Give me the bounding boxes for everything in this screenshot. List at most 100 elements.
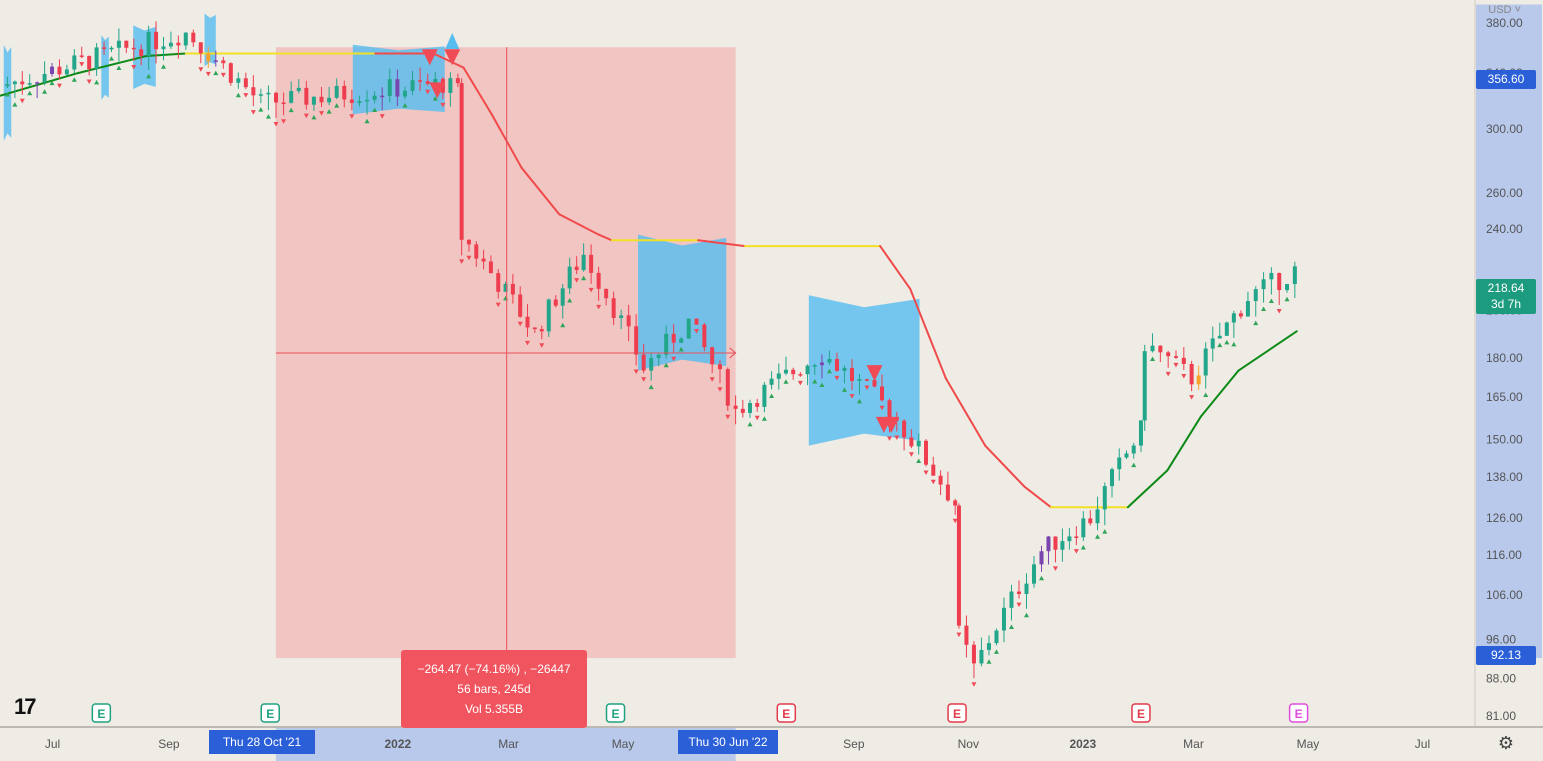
trend-down-triangle: [379, 114, 385, 119]
trend-up-triangle: [432, 96, 438, 101]
candle-body: [1067, 536, 1072, 542]
candle-body: [236, 78, 241, 83]
candle-body: [755, 403, 760, 407]
measure-volume: Vol 5.355B: [464, 702, 524, 716]
candle-body: [342, 85, 347, 100]
candle-body: [611, 298, 616, 319]
earnings-letter: E: [1295, 707, 1303, 721]
earnings-badge[interactable]: [91, 703, 112, 723]
candle-body: [79, 55, 84, 57]
candle-body: [762, 384, 767, 407]
earnings-badge[interactable]: [1288, 703, 1309, 723]
candle-body: [466, 239, 471, 245]
currency-label: USD: [1488, 4, 1512, 16]
trend-down-triangle: [694, 328, 700, 334]
trend-up-triangle: [265, 114, 271, 119]
candle-body: [72, 55, 77, 70]
trend-down-triangle: [198, 67, 204, 72]
measure-change: −264.47 (−74.16%) , −26447: [417, 662, 571, 676]
candle-body: [956, 505, 961, 626]
candle-body: [12, 81, 17, 85]
earnings-badge[interactable]: [776, 703, 797, 723]
trend-up-triangle: [1008, 624, 1014, 630]
tradingview-logo[interactable]: 17: [14, 694, 37, 719]
candle-body: [525, 316, 530, 328]
signal-markers: [421, 33, 900, 433]
earnings-badge[interactable]: [260, 703, 280, 723]
candle-body: [1060, 541, 1065, 550]
candle-body: [909, 437, 914, 447]
price-level-low-tag: 92.13: [1476, 646, 1536, 665]
trend-down-triangle: [971, 682, 977, 687]
trend-up-triangle: [1217, 342, 1223, 348]
trend-down-triangle: [79, 62, 85, 67]
price-tick-label: 260.00: [1486, 186, 1523, 200]
candle-body: [1016, 591, 1021, 595]
candle-body: [27, 83, 32, 85]
candle-body: [319, 96, 324, 103]
trend-up-triangle: [747, 421, 753, 427]
trend-down-triangle: [596, 304, 602, 310]
volatility-band-1: [101, 34, 109, 101]
earnings-badge[interactable]: [1131, 703, 1151, 723]
trend-up-triangle: [1203, 392, 1209, 398]
candle-body: [518, 294, 523, 317]
candle-body: [448, 78, 453, 93]
measure-bars: 56 bars, 245d: [457, 682, 531, 696]
candle-body: [349, 99, 354, 104]
buy-signal-triangle: [445, 33, 460, 50]
price-tick-label: 116.00: [1486, 548, 1522, 562]
earnings-badge[interactable]: [947, 703, 967, 723]
moving-average-segment: [1237, 330, 1298, 372]
trend-down-triangle: [671, 356, 677, 362]
moving-average-segment: [145, 52, 187, 58]
candle-body: [258, 94, 263, 96]
trend-down-triangle: [952, 518, 958, 524]
trend-down-triangle: [517, 321, 523, 327]
candle-body: [546, 299, 551, 332]
trend-down-triangle: [56, 83, 62, 89]
candle-body: [410, 80, 415, 91]
trend-up-triangle: [372, 107, 378, 113]
trend-up-triangle: [71, 77, 77, 82]
candle-body: [931, 464, 936, 476]
trend-up-triangle: [108, 56, 114, 61]
candle-body: [798, 374, 803, 376]
trend-up-triangle: [856, 398, 862, 404]
earnings-letter: E: [97, 707, 105, 721]
trend-down-triangle: [1181, 374, 1187, 379]
last-price-tag: 218.64 3d 7h: [1476, 279, 1536, 314]
time-tick-label: Mar: [498, 737, 519, 751]
trend-up-triangle: [1023, 612, 1029, 618]
candle-body: [567, 266, 572, 289]
candle-body: [395, 79, 400, 97]
candle-body: [740, 408, 745, 413]
candle-body: [945, 484, 950, 501]
earnings-badge[interactable]: [605, 703, 626, 723]
candle-body: [1261, 279, 1266, 290]
candle-body: [1203, 348, 1208, 376]
trend-down-triangle: [894, 435, 900, 441]
trend-up-triangle: [160, 64, 166, 69]
trend-up-triangle: [1095, 534, 1101, 539]
sell-signal-triangle: [429, 82, 446, 99]
candle-body: [139, 49, 144, 57]
trend-up-triangle: [311, 114, 317, 120]
candle-body: [857, 379, 862, 381]
trend-down-triangle: [754, 415, 760, 421]
candle-body: [986, 643, 991, 650]
trend-up-triangle: [364, 118, 370, 124]
earnings-letter: E: [612, 707, 620, 721]
currency-selector[interactable]: USD ˅: [1488, 4, 1521, 16]
trend-up-triangle: [288, 107, 294, 113]
candle-body: [50, 66, 55, 74]
candle-body: [596, 272, 601, 289]
candle-body: [776, 373, 781, 379]
trend-down-triangle: [349, 114, 355, 119]
trend-down-triangle: [86, 79, 92, 84]
gear-icon[interactable]: ⚙: [1497, 733, 1515, 753]
candle-body: [488, 261, 493, 274]
trend-down-triangle: [930, 479, 936, 485]
